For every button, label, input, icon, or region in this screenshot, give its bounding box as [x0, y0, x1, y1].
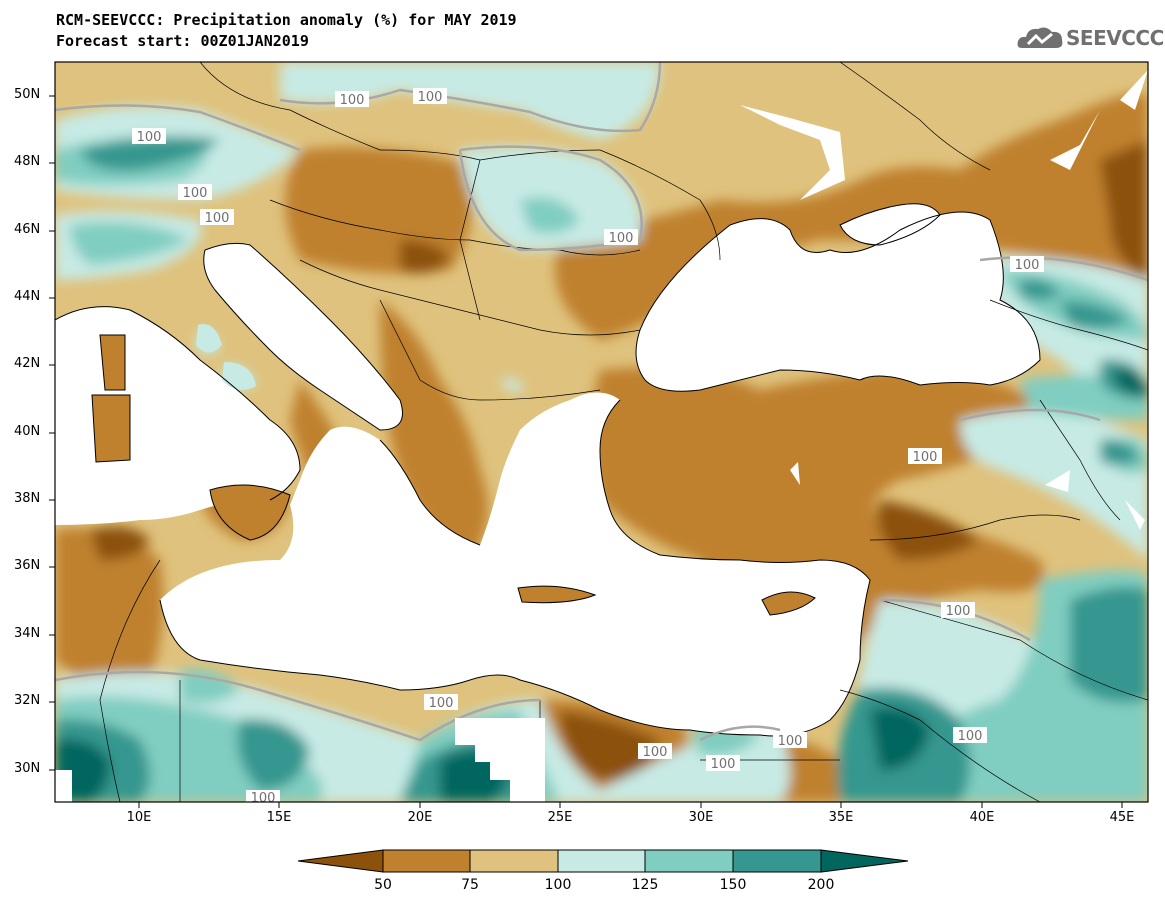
- colorbar-50-75: [382, 849, 471, 873]
- svg-text:100: 100: [609, 231, 634, 246]
- colorbar: [297, 849, 909, 873]
- svg-text:100: 100: [429, 696, 454, 711]
- contour-label: 100: [953, 727, 987, 744]
- contour-label: 100: [773, 732, 807, 749]
- contour-100: [55, 62, 1148, 742]
- colorbar-label: 200: [807, 877, 835, 893]
- svg-text:100: 100: [778, 734, 803, 749]
- lat-label: 44N: [14, 289, 41, 304]
- contour-label: 100: [638, 743, 672, 760]
- forecast-start-label: Forecast start: 00Z01JAN2019: [56, 32, 309, 50]
- lon-label: 45E: [1109, 810, 1135, 825]
- svg-text:100: 100: [205, 211, 230, 226]
- lat-label: 32N: [14, 693, 41, 708]
- svg-text:100: 100: [183, 186, 208, 201]
- colorbar-gt200: [820, 849, 909, 873]
- svg-text:100: 100: [913, 450, 938, 465]
- svg-text:100: 100: [958, 729, 983, 744]
- lon-label: 35E: [828, 810, 854, 825]
- colorbar-label: 150: [719, 877, 747, 893]
- svg-text:100: 100: [418, 90, 443, 105]
- seevccc-logo: SEEVCCC: [1016, 22, 1164, 56]
- logo-text: SEEVCCC: [1066, 26, 1164, 50]
- contour-label: 100: [132, 128, 166, 145]
- contour-labels: 100 100 100 100 100 100 100 100 100 100 …: [132, 88, 1044, 806]
- contour-label: 100: [200, 209, 234, 226]
- svg-text:100: 100: [340, 93, 365, 108]
- lat-label: 50N: [14, 87, 41, 102]
- contour-label: 100: [941, 602, 975, 619]
- contour-label: 100: [413, 88, 447, 105]
- map-frame: [54, 61, 1149, 803]
- colorbar-75-100: [469, 849, 559, 873]
- field-lt-50: [90, 140, 1148, 780]
- svg-text:100: 100: [711, 757, 736, 772]
- colorbar-150-200: [732, 849, 822, 873]
- svg-text:100: 100: [251, 791, 276, 806]
- contour-label: 100: [424, 694, 458, 711]
- contour-label: 100: [604, 229, 638, 246]
- lon-label: 15E: [266, 810, 292, 825]
- lat-label: 46N: [14, 222, 41, 237]
- colorbar-125-150: [644, 849, 734, 873]
- contour-label: 100: [246, 790, 280, 806]
- colorbar-lt50: [297, 849, 384, 873]
- lon-label: 40E: [969, 810, 995, 825]
- svg-text:100: 100: [946, 604, 971, 619]
- lon-label: 10E: [126, 810, 152, 825]
- missing-data: [55, 70, 1148, 802]
- lat-label: 30N: [14, 761, 41, 776]
- islands: [92, 324, 815, 615]
- lat-label: 48N: [14, 154, 41, 169]
- map-title: RCM-SEEVCCC: Precipitation anomaly (%) f…: [56, 11, 517, 29]
- contour-label: 100: [335, 91, 369, 108]
- contour-label: 100: [1010, 256, 1044, 273]
- lat-label: 40N: [14, 424, 41, 439]
- colorbar-label: 100: [544, 877, 572, 893]
- contour-label: 100: [178, 184, 212, 201]
- lat-label: 38N: [14, 491, 41, 506]
- field-gt-200: [55, 369, 1148, 802]
- svg-text:100: 100: [643, 745, 668, 760]
- colorbar-100-125: [557, 849, 646, 873]
- contour-label: 100: [908, 448, 942, 465]
- country-borders: [99, 62, 1148, 802]
- colorbar-label: 50: [374, 877, 392, 893]
- coastlines: [55, 203, 1041, 737]
- lat-label: 42N: [14, 356, 41, 371]
- axis-ticks: [49, 95, 1123, 808]
- svg-text:100: 100: [1015, 258, 1040, 273]
- lon-label: 25E: [547, 810, 573, 825]
- lat-label: 36N: [14, 558, 41, 573]
- lon-label: 30E: [688, 810, 714, 825]
- colorbar-label: 75: [461, 877, 479, 893]
- contour-label: 100: [706, 755, 740, 772]
- colorbar-label: 125: [631, 877, 659, 893]
- cloud-icon: [1017, 27, 1063, 48]
- lon-label: 20E: [407, 810, 433, 825]
- svg-text:100: 100: [137, 130, 162, 145]
- lat-label: 34N: [14, 626, 41, 641]
